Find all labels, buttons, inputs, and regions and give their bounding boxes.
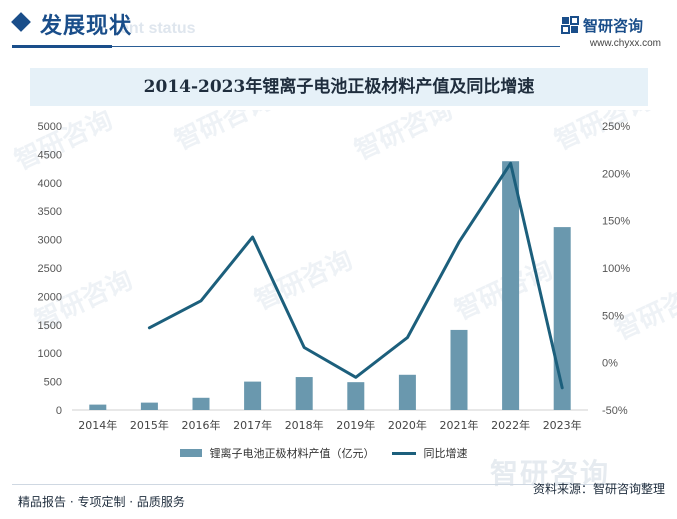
watermark-text: 智研咨询 xyxy=(250,244,357,316)
bar-8 xyxy=(450,329,468,410)
brand-mark-icon xyxy=(561,16,579,34)
bar-9 xyxy=(502,161,520,410)
y-left-tick-label: 5000 xyxy=(38,121,62,133)
y-right-tick-label: 50% xyxy=(602,310,624,322)
series-line-growth xyxy=(147,161,564,390)
brand-logo: 智研咨询 xyxy=(561,16,661,35)
y-right-tick-label: 150% xyxy=(602,216,630,228)
bar-1 xyxy=(89,404,107,410)
legend-swatch-line xyxy=(392,451,416,455)
y-right-tick-label: 0% xyxy=(602,358,618,370)
bar-5 xyxy=(295,377,313,410)
y-left-tick-label: 1000 xyxy=(38,348,62,360)
footer-divider xyxy=(12,484,665,485)
x-tick-label: 2019年 xyxy=(336,418,375,432)
y-left-tick-label: 3500 xyxy=(38,206,62,218)
x-tick-label: 2022年 xyxy=(491,418,530,432)
header-divider-accent xyxy=(12,45,112,48)
y-left-tick-label: 2500 xyxy=(38,263,62,275)
section-subtitle: ent status xyxy=(120,20,196,37)
legend: 锂离子电池正极材料产值（亿元） 同比增速 xyxy=(180,445,482,461)
x-tick-label: 2014年 xyxy=(78,418,117,432)
header-divider xyxy=(12,46,560,47)
chart-title-band: 2014-2023年锂离子电池正极材料产值及同比增速 xyxy=(30,68,648,106)
watermark-text: 智研咨询 xyxy=(170,110,277,156)
watermark-text: 智研咨询 xyxy=(10,110,117,176)
x-tick-label: 2021年 xyxy=(440,418,479,432)
chart-title: 2014-2023年锂离子电池正极材料产值及同比增速 xyxy=(143,77,535,97)
section-title: 发展现状 xyxy=(40,13,133,39)
brand-name: 智研咨询 xyxy=(583,17,644,35)
y-left-tick-label: 3000 xyxy=(38,235,62,247)
legend-item-bar: 锂离子电池正极材料产值（亿元） xyxy=(180,445,375,461)
watermark-text: 智研咨询 xyxy=(550,110,657,156)
y-left-tick-label: 2000 xyxy=(38,291,62,303)
page-header: ent status 发展现状 智研咨询 www.chyxx.com xyxy=(0,0,677,50)
legend-item-line: 同比增速 xyxy=(392,445,468,461)
x-tick-label: 2016年 xyxy=(182,418,221,432)
watermark-text: 智研咨询 xyxy=(350,110,457,166)
legend-label-line: 同比增速 xyxy=(423,447,468,460)
y-left-tick-label: 0 xyxy=(56,405,62,417)
x-tick-label: 2020年 xyxy=(388,418,427,432)
x-tick-label: 2018年 xyxy=(285,418,324,432)
bar-4 xyxy=(244,381,262,410)
bar-3 xyxy=(192,397,210,410)
brand-url: www.chyxx.com xyxy=(589,38,661,49)
bar-6 xyxy=(347,382,365,410)
footer-slogan: 精品报告 · 专项定制 · 品质服务 xyxy=(18,495,185,509)
y-right-tick-label: 200% xyxy=(602,168,630,180)
bar-2 xyxy=(140,402,158,410)
y-right-tick-label: 250% xyxy=(602,121,630,133)
source-note: 资料来源：智研咨询整理 xyxy=(532,482,665,496)
x-tick-label: 2015年 xyxy=(130,418,169,432)
y-left-tick-label: 4000 xyxy=(38,178,62,190)
x-tick-label: 2023年 xyxy=(543,418,582,432)
diamond-icon xyxy=(11,12,31,32)
chart: 智研咨询智研咨询智研咨询智研咨询智研咨询智研咨询智研咨询智研咨询 0500100… xyxy=(10,110,677,432)
legend-label-bar: 锂离子电池正极材料产值（亿元） xyxy=(209,447,375,460)
y-left-tick-label: 1500 xyxy=(38,320,62,332)
y-right-tick-label: 100% xyxy=(602,263,630,275)
y-left-tick-label: 500 xyxy=(44,377,62,389)
x-tick-label: 2017年 xyxy=(233,418,272,432)
y-left-tick-label: 4500 xyxy=(38,149,62,161)
y-right-tick-label: -50% xyxy=(602,405,628,417)
bar-7 xyxy=(398,374,416,410)
legend-swatch-bar xyxy=(180,449,202,457)
